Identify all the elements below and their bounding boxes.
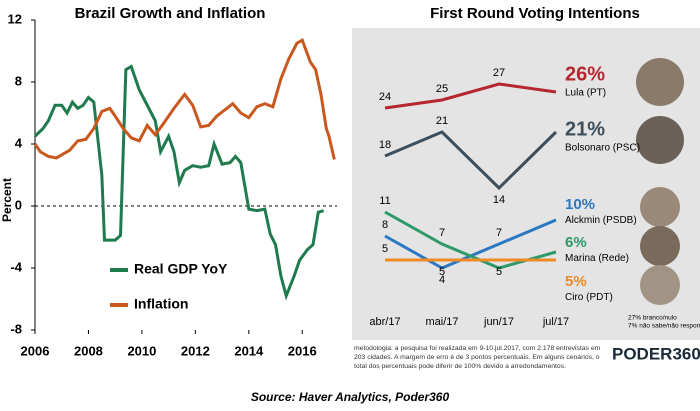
value-label: 27 bbox=[493, 67, 505, 79]
y-tick-label: 8 bbox=[15, 73, 22, 88]
note: 7% não sabe/não respondeu bbox=[628, 323, 700, 330]
y-tick-label: 4 bbox=[15, 135, 23, 150]
end-label: 26% bbox=[565, 63, 605, 85]
value-label: 24 bbox=[379, 91, 391, 103]
methodology: metodologia: a pesquisa foi realizada em… bbox=[354, 345, 601, 352]
series-name: Marina (Rede) bbox=[565, 253, 629, 264]
note: 27% branco/nulo bbox=[628, 315, 677, 322]
end-label: 5% bbox=[565, 273, 587, 290]
y-tick-label: 12 bbox=[8, 11, 22, 26]
y-tick-label: -4 bbox=[10, 259, 22, 274]
end-label: 21% bbox=[565, 118, 605, 140]
series-line bbox=[33, 37, 336, 160]
value-label: 7 bbox=[439, 227, 445, 239]
series-line bbox=[384, 130, 558, 191]
x-tick-label: 2006 bbox=[21, 343, 50, 358]
series-name: Ciro (PDT) bbox=[565, 292, 613, 303]
x-tick-label: 2008 bbox=[74, 343, 103, 358]
value-label: 21 bbox=[436, 115, 448, 127]
photo bbox=[636, 58, 684, 106]
chart-title: First Round Voting Intentions bbox=[430, 5, 640, 22]
series-line bbox=[384, 82, 557, 110]
value-label: 14 bbox=[493, 194, 505, 206]
x-tick-label: 2016 bbox=[288, 343, 317, 358]
methodology: total dos percentuais pode diferir de 10… bbox=[354, 363, 566, 370]
x-tick-label: 2010 bbox=[127, 343, 156, 358]
y-tick-label: -8 bbox=[10, 321, 22, 336]
end-label: 10% bbox=[565, 196, 595, 213]
series-line bbox=[33, 64, 325, 301]
value-label: 4 bbox=[439, 274, 445, 286]
photo bbox=[640, 265, 680, 305]
methodology: 203 cidades. A margem de erro é de 3 pon… bbox=[354, 354, 600, 361]
source: Source: Haver Analytics, Poder360 bbox=[251, 390, 450, 404]
chart-title: Brazil Growth and Inflation bbox=[75, 5, 266, 22]
value-label: 8 bbox=[382, 219, 388, 231]
end-label: 6% bbox=[565, 234, 587, 251]
legend-label: Inflation bbox=[134, 296, 188, 312]
value-label: 25 bbox=[436, 83, 448, 95]
value-label: 5 bbox=[439, 266, 445, 278]
value-label: 11 bbox=[379, 195, 390, 207]
x-tick-label: abr/17 bbox=[369, 316, 400, 328]
series-name: Lula (PT) bbox=[565, 88, 606, 99]
x-tick-label: jul/17 bbox=[542, 316, 569, 328]
x-tick-label: jun/17 bbox=[483, 316, 514, 328]
photo bbox=[640, 187, 680, 227]
x-tick-label: mai/17 bbox=[425, 316, 458, 328]
x-tick-label: 2012 bbox=[181, 343, 210, 358]
value-label: 18 bbox=[379, 139, 391, 151]
value-label: 5 bbox=[382, 243, 388, 255]
legend-label: Real GDP YoY bbox=[134, 261, 228, 277]
y-tick-label: 0 bbox=[15, 197, 22, 212]
photo bbox=[636, 116, 684, 164]
value-label: 5 bbox=[496, 266, 502, 278]
value-label: 7 bbox=[496, 227, 502, 239]
series-name: Alckmin (PSDB) bbox=[565, 215, 637, 226]
series-name: Bolsonaro (PSC) bbox=[565, 143, 640, 154]
logo: PODER360 bbox=[612, 344, 700, 363]
x-tick-label: 2014 bbox=[234, 343, 264, 358]
y-axis-label: Percent bbox=[0, 178, 14, 222]
photo bbox=[640, 226, 680, 266]
